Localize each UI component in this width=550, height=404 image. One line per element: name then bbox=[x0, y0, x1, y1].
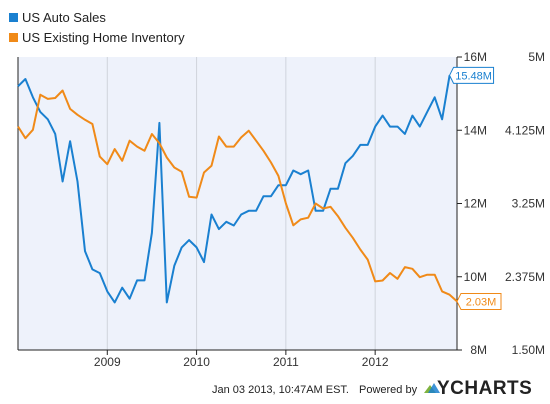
legend-label-auto-sales: US Auto Sales bbox=[22, 10, 106, 25]
x-tick-label: 2009 bbox=[94, 355, 121, 369]
right-tick-label: 5M bbox=[528, 50, 545, 64]
legend-swatch-auto-sales bbox=[9, 13, 18, 22]
ycharts-brand: YCHARTS bbox=[437, 378, 532, 399]
last-value-flag: 2.03M bbox=[456, 292, 502, 310]
x-tick-label: 2011 bbox=[273, 355, 299, 369]
footer-powered-by: Powered by bbox=[359, 384, 418, 396]
last-value-flag: 15.48M bbox=[448, 66, 495, 84]
left-tick-label: 8M bbox=[470, 343, 487, 357]
last-value-label: 15.48M bbox=[455, 70, 492, 82]
left-tick-label: 14M bbox=[464, 123, 487, 137]
x-tick-label: 2010 bbox=[183, 355, 210, 369]
last-value-flags: 15.48M 2.03M bbox=[448, 66, 502, 310]
legend: US Auto Sales US Existing Home Inventory bbox=[9, 10, 185, 45]
right-tick-label: 2.375M bbox=[505, 270, 545, 284]
right-axis-ticks: 1.50M 2.375M 3.25M 4.125M 5M bbox=[505, 50, 545, 357]
left-tick-label: 12M bbox=[464, 197, 487, 211]
series-lines bbox=[17, 75, 458, 304]
series-line-home-inventory bbox=[17, 89, 458, 303]
ycharts-logo-icon bbox=[424, 383, 440, 393]
legend-swatch-home-inventory bbox=[9, 33, 18, 42]
right-tick-label: 1.50M bbox=[512, 343, 545, 357]
x-tick-label: 2012 bbox=[362, 355, 389, 369]
legend-label-home-inventory: US Existing Home Inventory bbox=[22, 30, 185, 45]
left-tick-label: 16M bbox=[464, 50, 487, 64]
footer-timestamp: Jan 03 2013, 10:47AM EST. bbox=[212, 384, 349, 396]
left-tick-label: 10M bbox=[464, 270, 487, 284]
plot-area bbox=[18, 57, 457, 350]
series-line-auto-sales bbox=[17, 75, 451, 304]
right-tick-label: 4.125M bbox=[505, 123, 545, 137]
left-axis-ticks: 8M 10M 12M 14M 16M bbox=[457, 50, 487, 357]
last-value-label: 2.03M bbox=[466, 296, 497, 308]
footer: Jan 03 2013, 10:47AM EST. Powered by YCH… bbox=[212, 378, 532, 399]
right-tick-label: 3.25M bbox=[512, 197, 545, 211]
x-axis-ticks: 2009 2010 2011 2012 bbox=[94, 350, 389, 369]
